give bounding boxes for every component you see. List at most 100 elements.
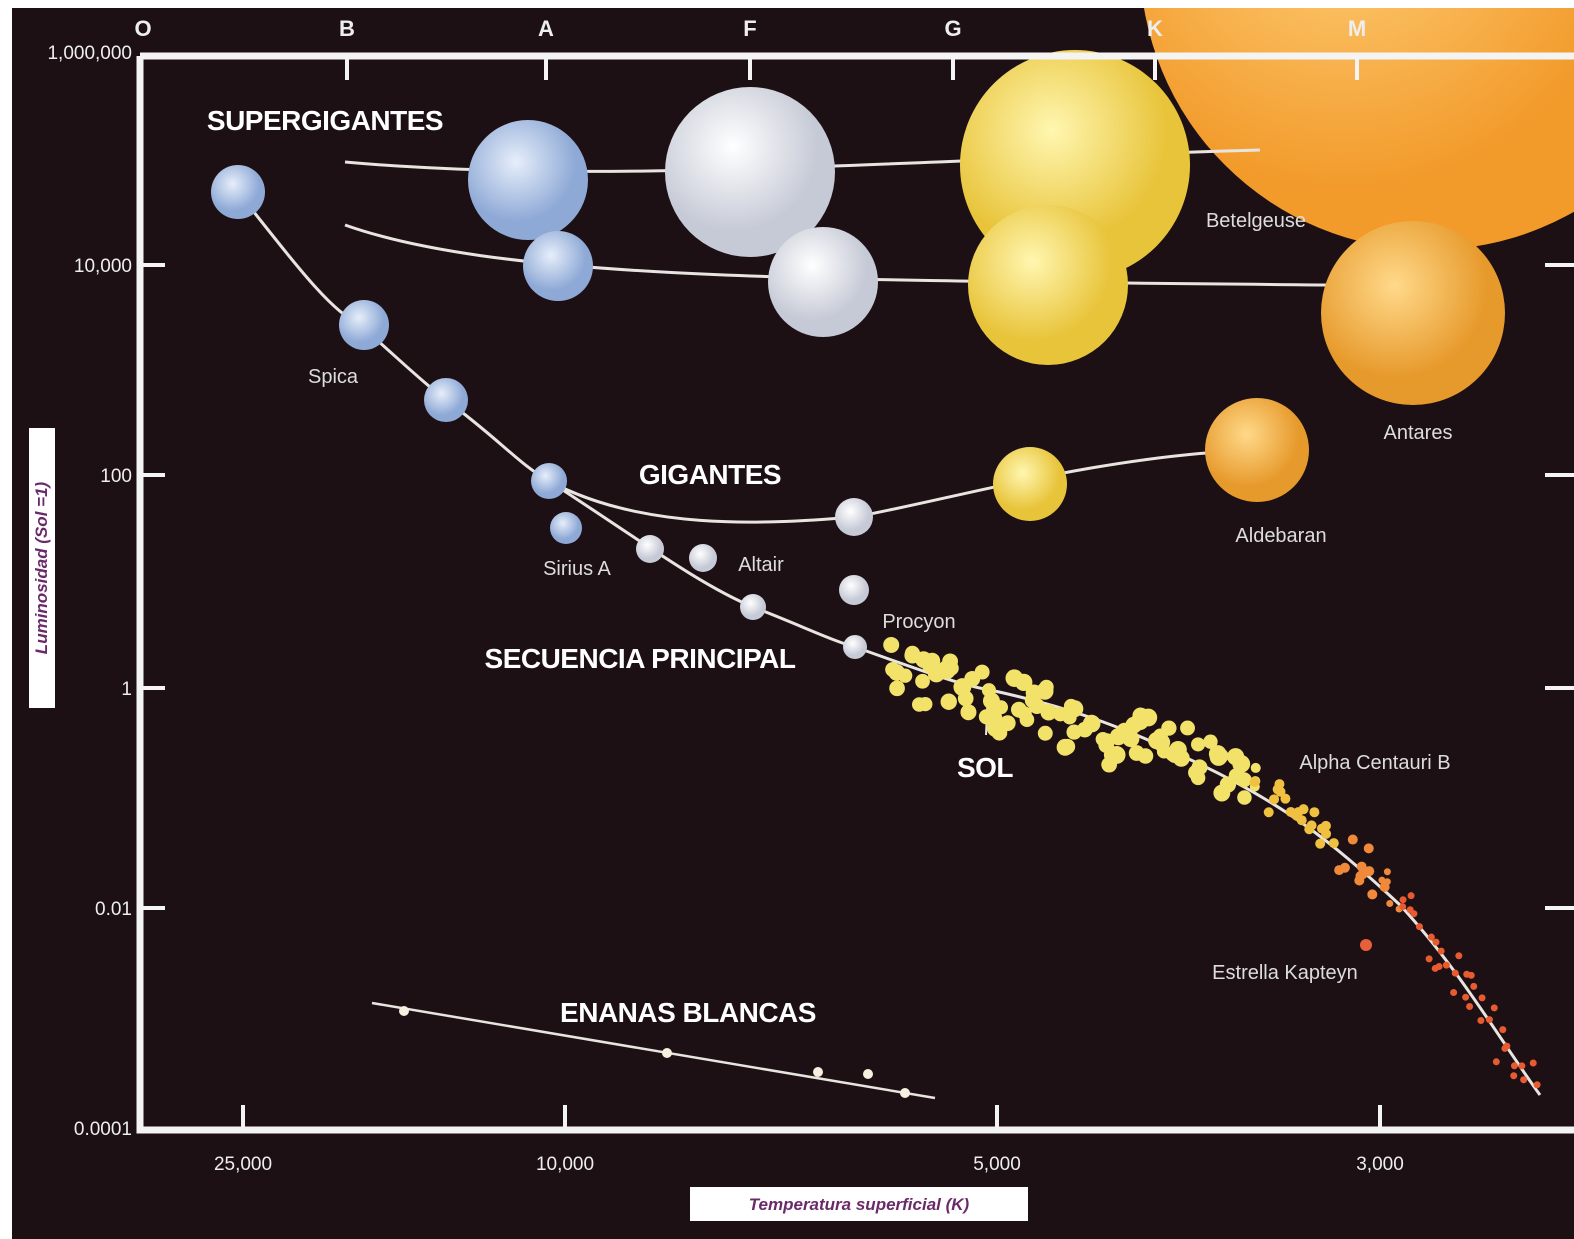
dwarf-dot: [1237, 790, 1252, 805]
x-tick-label: 25,000: [214, 1154, 272, 1175]
star-disc: [1205, 398, 1309, 502]
dwarf-dot: [1082, 714, 1101, 733]
dwarf-dot: [1315, 838, 1326, 849]
dwarf-dot: [888, 664, 906, 681]
spectral-class: O: [134, 16, 151, 41]
dwarf-dot: [1437, 947, 1445, 955]
star-disc: [843, 635, 867, 659]
star-disc: [768, 227, 878, 337]
dwarf-dot: [1407, 892, 1415, 900]
y-tick-label: 1: [121, 679, 132, 700]
dwarf-dot: [1363, 843, 1374, 854]
dwarf-dot: [1219, 776, 1237, 793]
dwarf-dot: [1499, 1026, 1507, 1034]
spectral-class: M: [1348, 16, 1366, 41]
dwarf-dot: [1490, 1004, 1498, 1012]
dwarf-dot: [1478, 994, 1486, 1002]
dwarf-dot: [911, 697, 927, 712]
spectral-class: G: [944, 16, 961, 41]
x-tick-label: 5,000: [973, 1154, 1021, 1175]
dwarf-dot: [889, 680, 905, 697]
dwarf-dot: [1533, 1081, 1541, 1089]
plot-art: [211, 8, 1574, 1100]
y-axis-title: Luminosidad (Sol =1): [32, 481, 51, 654]
dwarf-dot: [1364, 866, 1375, 877]
spectral-class: K: [1147, 16, 1163, 41]
y-tick-label: 100: [100, 466, 132, 487]
dwarf-dot: [942, 653, 958, 670]
dwarf-dot: [1415, 923, 1423, 931]
dwarf-dot: [1510, 1062, 1518, 1070]
dwarf-dot: [1015, 673, 1033, 692]
dwarf-dot: [960, 704, 977, 721]
y-tick-label: 0.0001: [74, 1119, 132, 1140]
y-tick-label: 10,000: [74, 256, 132, 277]
star-name: Estrella Kapteyn: [1212, 962, 1358, 984]
dwarf-dot: [1442, 961, 1450, 969]
dwarf-dot: [974, 664, 990, 680]
dwarf-dot: [1503, 1042, 1511, 1050]
dwarf-dot: [1017, 706, 1032, 721]
dwarf-dot: [1485, 1016, 1493, 1024]
dwarf-dot: [883, 636, 900, 653]
star-disc: [550, 512, 582, 544]
star-name: Alpha Centauri B: [1299, 752, 1450, 774]
region-label: SUPERGIGANTES: [207, 105, 443, 136]
dwarf-dot: [1510, 1072, 1518, 1080]
dwarf-dot: [1180, 720, 1195, 736]
region-label: ENANAS BLANCAS: [560, 997, 816, 1028]
star-name: Sirius A: [543, 558, 611, 580]
dwarf-dot: [1236, 772, 1252, 788]
star-disc: [339, 300, 389, 350]
dwarf-dot: [1059, 738, 1076, 755]
dwarf-dot: [999, 715, 1016, 732]
dwarf-dot: [1367, 889, 1378, 900]
dwarf-dot: [1274, 779, 1285, 790]
white-dwarf: [863, 1069, 873, 1079]
star-disc: [424, 378, 468, 422]
dwarf-dot: [1399, 896, 1407, 904]
dwarf-dot: [1328, 838, 1339, 849]
betelgeuse-disc: [1144, 8, 1574, 250]
dwarf-dot: [1386, 899, 1394, 907]
dwarf-dot: [1321, 828, 1332, 839]
x-tick-label: 10,000: [536, 1154, 594, 1175]
dwarf-dot: [1518, 1062, 1526, 1070]
dwarf-dot: [1039, 679, 1054, 695]
star-disc: [1321, 221, 1505, 405]
star-name: Antares: [1384, 422, 1453, 444]
dwarf-dot: [1383, 878, 1391, 886]
star-disc: [665, 87, 835, 257]
dwarf-dot: [915, 673, 930, 689]
dwarf-dot: [1477, 1017, 1485, 1025]
y-tick-label: 0.01: [95, 899, 132, 920]
star-name: Altair: [738, 554, 784, 576]
dwarf-dot: [1320, 820, 1331, 831]
dwarf-dot: [1450, 988, 1458, 996]
spectral-class: A: [538, 16, 554, 41]
dwarf-dot: [1462, 993, 1470, 1001]
dwarf-dot: [1037, 725, 1053, 741]
region-label: GIGANTES: [639, 459, 781, 490]
dwarf-dot: [1232, 754, 1251, 773]
dwarf-dot: [940, 693, 957, 710]
dwarf-dot: [1520, 1076, 1528, 1084]
dwarf-dot: [1309, 807, 1320, 818]
star-disc: [689, 544, 717, 572]
star-disc: [636, 535, 664, 563]
dwarf-dot: [1123, 731, 1138, 746]
dwarf-dot: [924, 652, 941, 669]
dwarf-dot: [1492, 1058, 1500, 1066]
dwarf-dot: [1432, 938, 1440, 946]
dwarf-dot: [1250, 762, 1261, 773]
y-title-box: [29, 428, 55, 708]
dwarf-dot: [1425, 955, 1433, 963]
dwarf-dot: [1291, 810, 1302, 821]
dwarf-dot: [1040, 704, 1057, 721]
white-dwarf: [399, 1006, 409, 1016]
x-title-box: [690, 1187, 1028, 1221]
dwarf-dot: [1383, 868, 1391, 876]
dwarf-dot: [1356, 861, 1367, 872]
dwarf-dot: [1063, 698, 1079, 714]
star-disc: [211, 165, 265, 219]
